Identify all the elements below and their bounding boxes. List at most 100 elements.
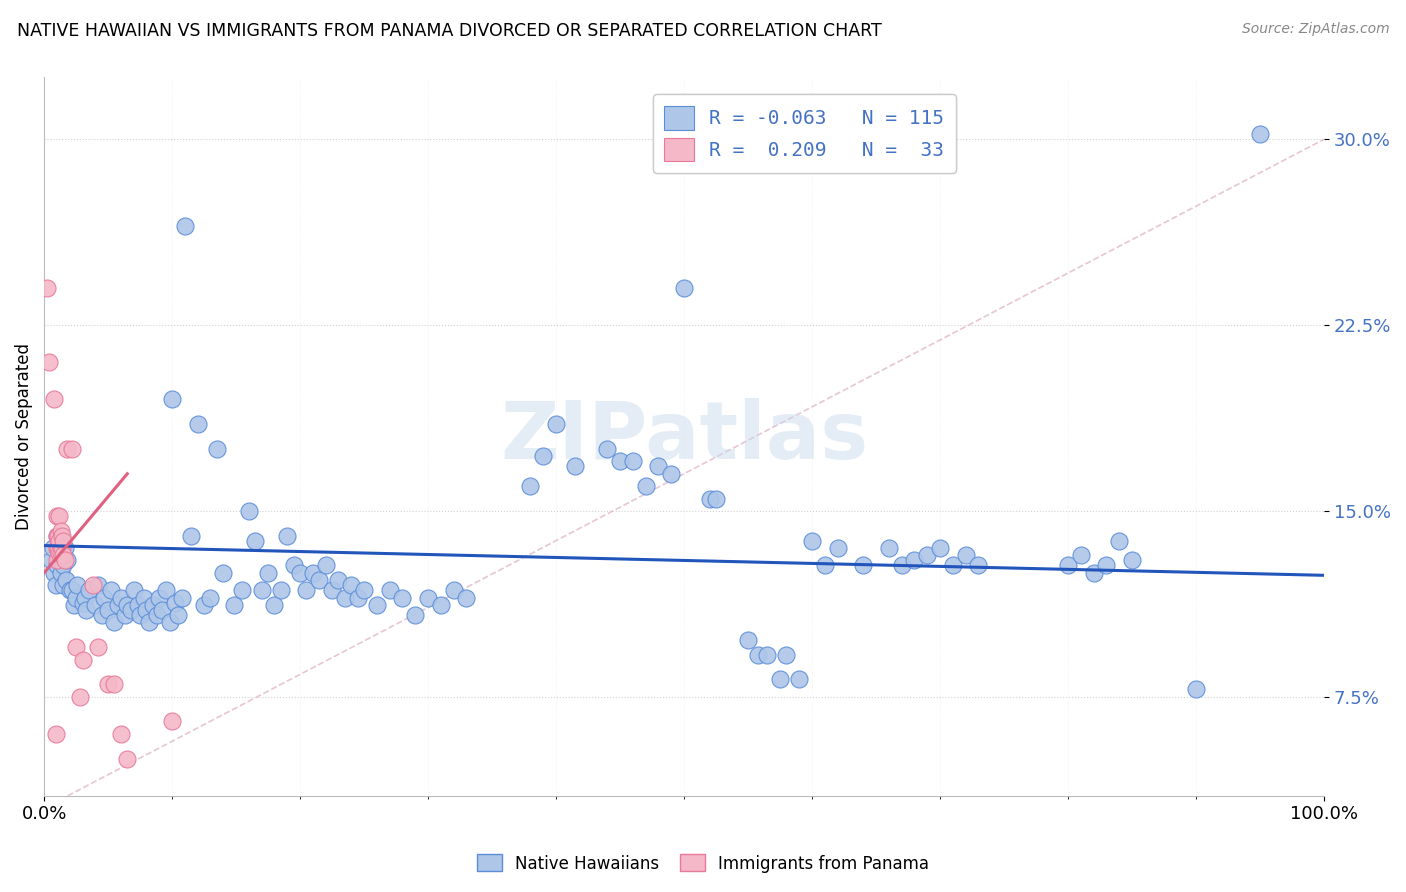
Point: [160, 714, 183, 729]
Point: [44, 392, 66, 407]
Point: [1095, 558, 1118, 573]
Point: [138, 615, 160, 630]
Point: [404, 607, 426, 622]
Point: [56, 553, 79, 567]
Point: [52, 533, 75, 548]
Point: [38, 355, 60, 369]
Point: [46, 529, 69, 543]
Point: [915, 549, 938, 563]
Point: [53, 553, 76, 567]
Point: [163, 596, 186, 610]
Point: [49, 524, 72, 538]
Point: [1121, 553, 1143, 567]
Point: [103, 615, 125, 630]
Point: [519, 479, 541, 493]
Point: [173, 219, 195, 233]
Point: [200, 591, 222, 605]
Point: [430, 598, 453, 612]
Point: [97, 677, 120, 691]
Point: [340, 578, 363, 592]
Point: [51, 541, 73, 555]
Point: [180, 529, 202, 543]
Point: [117, 598, 139, 612]
Point: [456, 591, 478, 605]
Point: [117, 751, 139, 765]
Point: [72, 596, 94, 610]
Point: [87, 640, 110, 654]
Point: [45, 529, 67, 543]
Point: [238, 504, 260, 518]
Point: [52, 578, 75, 592]
Point: [97, 603, 120, 617]
Point: [366, 598, 388, 612]
Point: [172, 591, 194, 605]
Point: [263, 598, 285, 612]
Point: [53, 541, 76, 555]
Point: [100, 583, 122, 598]
Point: [295, 583, 318, 598]
Point: [55, 574, 77, 588]
Point: [659, 467, 682, 481]
Point: [51, 529, 73, 543]
Point: [167, 607, 190, 622]
Point: [205, 442, 228, 456]
Point: [110, 591, 132, 605]
Point: [1249, 128, 1271, 142]
Point: [775, 648, 797, 662]
Point: [769, 673, 792, 687]
Point: [77, 583, 100, 598]
Point: [321, 583, 343, 598]
Point: [103, 677, 125, 691]
Point: [56, 442, 79, 456]
Point: [49, 566, 72, 580]
Point: [45, 529, 67, 543]
Text: NATIVE HAWAIIAN VS IMMIGRANTS FROM PANAMA DIVORCED OR SEPARATED CORRELATION CHAR: NATIVE HAWAIIAN VS IMMIGRANTS FROM PANAM…: [17, 22, 882, 40]
Point: [756, 648, 779, 662]
Point: [302, 566, 325, 580]
Point: [75, 591, 97, 605]
Point: [544, 417, 567, 432]
Point: [52, 549, 75, 563]
Point: [737, 632, 759, 647]
Point: [48, 508, 70, 523]
Point: [49, 546, 72, 560]
Point: [328, 574, 350, 588]
Point: [45, 558, 67, 573]
Point: [346, 591, 368, 605]
Point: [69, 690, 91, 704]
Legend: Native Hawaiians, Immigrants from Panama: Native Hawaiians, Immigrants from Panama: [471, 847, 935, 880]
Point: [122, 583, 145, 598]
Point: [929, 541, 952, 555]
Point: [634, 479, 657, 493]
Point: [231, 583, 253, 598]
Point: [877, 541, 900, 555]
Point: [39, 553, 62, 567]
Point: [42, 541, 65, 555]
Point: [107, 598, 129, 612]
Point: [903, 553, 925, 567]
Point: [704, 491, 727, 506]
Point: [110, 727, 132, 741]
Point: [59, 583, 82, 598]
Point: [62, 598, 84, 612]
Point: [801, 533, 824, 548]
Point: [44, 566, 66, 580]
Point: [142, 598, 165, 612]
Point: [609, 454, 631, 468]
Point: [647, 459, 669, 474]
Point: [145, 607, 167, 622]
Point: [120, 603, 142, 617]
Point: [1057, 558, 1080, 573]
Point: [45, 541, 67, 555]
Point: [827, 541, 849, 555]
Point: [276, 529, 298, 543]
Legend: R = -0.063   N = 115, R =  0.209   N =  33: R = -0.063 N = 115, R = 0.209 N = 33: [652, 95, 956, 173]
Point: [129, 607, 152, 622]
Point: [148, 591, 170, 605]
Point: [155, 583, 177, 598]
Point: [160, 392, 183, 407]
Point: [747, 648, 769, 662]
Point: [45, 727, 67, 741]
Point: [1185, 682, 1208, 697]
Text: Source: ZipAtlas.com: Source: ZipAtlas.com: [1241, 22, 1389, 37]
